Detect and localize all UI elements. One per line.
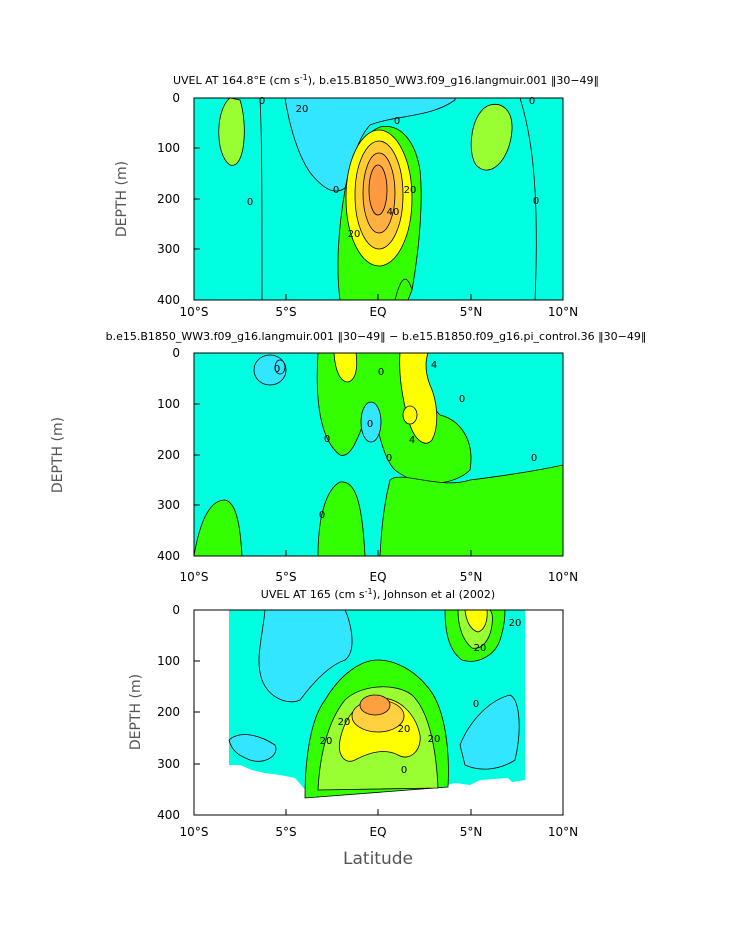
panel-3-y-tick-label: 400 <box>157 808 180 822</box>
panel-2-contour-label: 0 <box>324 434 330 445</box>
panel-2-ylabel: DEPTH (m) <box>50 417 66 493</box>
panel-3-title: UVEL AT 165 (cm s-1), Johnson et al (200… <box>261 587 495 601</box>
panel-3-negative-region <box>258 610 353 703</box>
panel-2-contour-label: 0 <box>386 453 392 464</box>
panel-2-positive-region <box>194 499 243 556</box>
panel-2-y-tick-label: 0 <box>172 346 180 360</box>
panel-2-contour-label: 0 <box>367 419 373 430</box>
panel-2-positive-region <box>379 464 563 556</box>
panel-1-contour-line <box>394 278 413 300</box>
panel-2-x-ticks <box>193 550 564 556</box>
panel-3-y-ticks <box>194 609 200 816</box>
panel-2-contour-label: 4 <box>409 435 415 446</box>
panel-3-x-ticks <box>193 809 564 815</box>
panel-2-y-tick-label: 300 <box>157 498 180 512</box>
panel-3-x-tick-label: 10°N <box>548 825 578 839</box>
panel-2-x-tick-label: EQ <box>369 570 386 584</box>
panel-1-contour-label: 0 <box>247 197 253 208</box>
panel-3-ylabel: DEPTH (m) <box>128 674 144 750</box>
panel-3-contour-label: 20 <box>509 618 522 629</box>
panel-2-contour-label: 0 <box>274 364 280 375</box>
panel-2-positive-region <box>316 353 472 484</box>
panel-3-x-tick-label: 5°N <box>460 825 483 839</box>
panel-2-positive-region <box>317 481 366 556</box>
panel-3-y-tick-label: 0 <box>172 603 180 617</box>
panel-1-contour-label: 0 <box>333 185 339 196</box>
panel-1: UVEL AT 164.8°E (cm s-1), b.e15.B1850_WW… <box>114 73 599 319</box>
panel-1-y-tick-label: 100 <box>157 141 180 155</box>
panel-1-contour-label: 0 <box>529 96 535 107</box>
panel-2-contour-label: 0 <box>378 367 384 378</box>
panel-1-contour-label: 20 <box>296 104 309 115</box>
panel-2-y-ticks <box>194 352 200 557</box>
panel-3-negative-region <box>228 734 277 762</box>
panel-3-x-tick-label: 5°S <box>275 825 296 839</box>
panel-2-x-tick-label: 10°S <box>180 570 209 584</box>
panel-1-y-tick-label: 300 <box>157 242 180 256</box>
panel-3-contour-label: 20 <box>398 724 411 735</box>
panel-3-x-tick-label: EQ <box>369 825 386 839</box>
panel-2-x-tick-label: 10°N <box>548 570 578 584</box>
panel-2-y-tick-label: 200 <box>157 448 180 462</box>
panel-1-y-tick-label: 200 <box>157 192 180 206</box>
panel-2-yellow-core <box>402 405 418 425</box>
panel-2-y-tick-label: 100 <box>157 397 180 411</box>
panel-3: UVEL AT 165 (cm s-1), Johnson et al (200… <box>128 587 578 869</box>
panel-3-contour-label: 0 <box>473 699 479 710</box>
panel-1-contour-label: 0 <box>259 96 265 107</box>
panel-1-contour-label: 40 <box>387 207 400 218</box>
panel-3-y-tick-label: 100 <box>157 654 180 668</box>
panel-2-x-tick-label: 5°N <box>460 570 483 584</box>
panel-3-contour-label: 20 <box>428 734 441 745</box>
panel-3-negative-region <box>459 694 520 770</box>
panel-1-y-tick-label: 0 <box>172 91 180 105</box>
panel-3-y-tick-label: 200 <box>157 705 180 719</box>
panel-2-x-tick-label: 5°S <box>275 570 296 584</box>
panel-1-x-tick-label: 10°N <box>548 305 578 319</box>
panel-2-contour-label: 0 <box>319 510 325 521</box>
panel-1-contour-line <box>519 98 537 300</box>
panel-1-west-blob <box>218 98 245 166</box>
panel-1-x-tick-label: 5°S <box>275 305 296 319</box>
panel-1-contour-label: 20 <box>348 229 361 240</box>
panel-2-negative-region <box>360 401 382 443</box>
panel-3-contour-label: 20 <box>338 717 351 728</box>
panel-1-x-tick-label: EQ <box>369 305 386 319</box>
panel-3-contour-label: 20 <box>320 736 333 747</box>
panel-1-title: UVEL AT 164.8°E (cm s-1), b.e15.B1850_WW… <box>173 73 599 87</box>
panel-2-title: b.e15.B1850_WW3.f09_g16.langmuir.001 ‖30… <box>106 330 647 343</box>
panel-3-core-level-5 <box>359 694 391 716</box>
panel-1-core-level-5 <box>368 164 388 216</box>
panel-2-contour-label: 4 <box>431 360 437 371</box>
panel-2: b.e15.B1850_WW3.f09_g16.langmuir.001 ‖30… <box>50 330 646 584</box>
panel-2-y-tick-label: 400 <box>157 549 180 563</box>
panel-3-x-tick-label: 10°S <box>180 825 209 839</box>
panel-1-contour-label: 20 <box>404 185 417 196</box>
panel-1-y-tick-label: 400 <box>157 293 180 307</box>
panel-2-contour-label: 0 <box>531 453 537 464</box>
panel-3-y-tick-label: 300 <box>157 757 180 771</box>
panel-1-ylabel: DEPTH (m) <box>114 161 130 237</box>
panel-1-y-ticks <box>194 97 200 301</box>
panel-1-contour-line <box>259 98 263 300</box>
panel-2-min <box>274 359 286 375</box>
panel-1-east-blob <box>470 103 513 171</box>
panel-3-xlabel: Latitude <box>343 849 413 869</box>
panel-1-x-tick-label: 5°N <box>460 305 483 319</box>
panel-2-contour-label: 0 <box>459 394 465 405</box>
panel-1-x-ticks <box>193 294 564 300</box>
panel-1-contour-label: 0 <box>394 116 400 127</box>
panel-2-yellow-region <box>333 353 358 383</box>
panel-3-level-3-north <box>464 610 488 633</box>
panel-1-x-tick-label: 10°S <box>180 305 209 319</box>
panel-3-contour-label: 0 <box>401 765 407 776</box>
panel-3-contour-label: 20 <box>474 643 487 654</box>
panel-1-contour-label: 0 <box>533 196 539 207</box>
